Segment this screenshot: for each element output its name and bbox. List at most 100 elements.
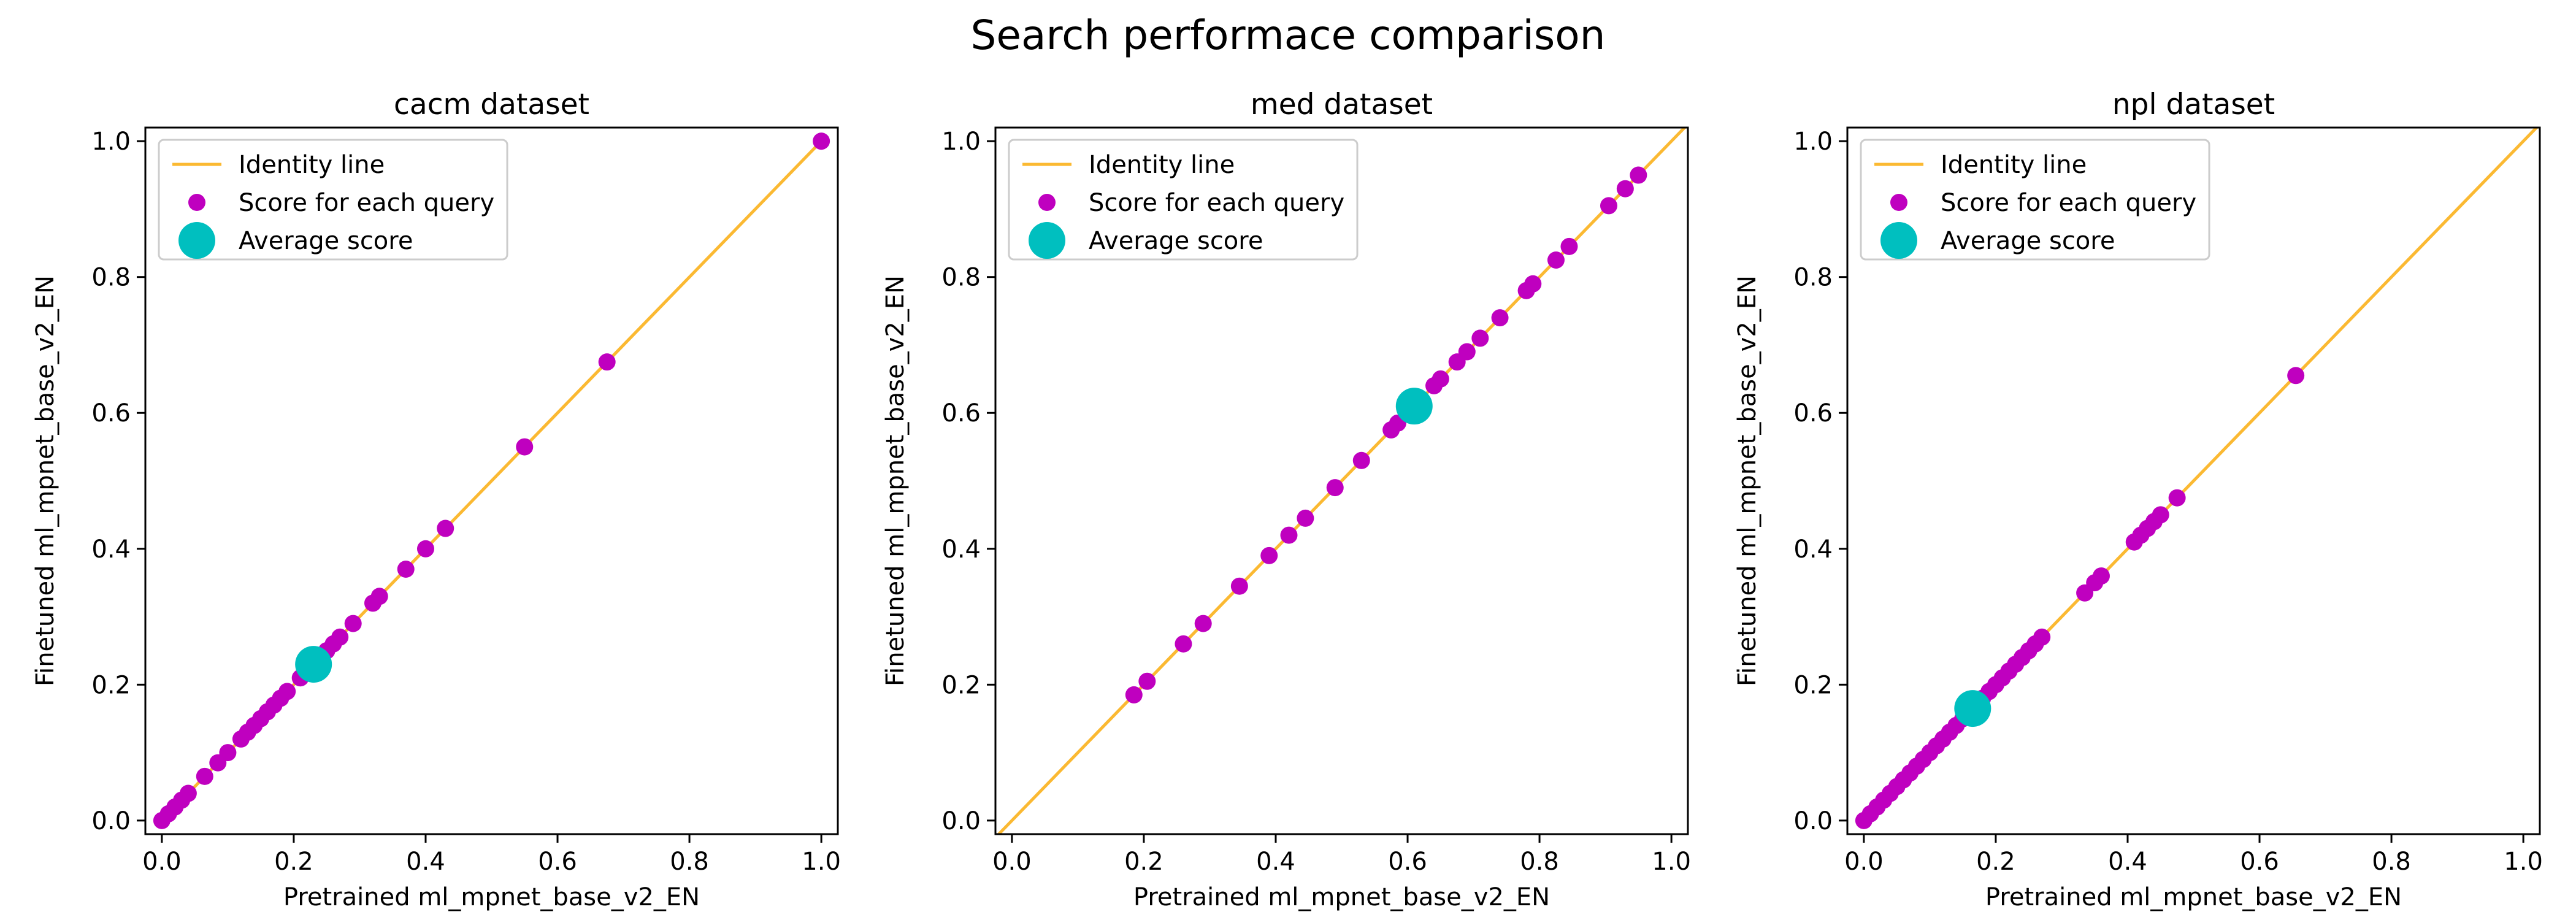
query-point (416, 540, 434, 558)
legend-query-swatch (1890, 194, 1907, 211)
query-point (1175, 635, 1192, 653)
y-tick-label: 0.0 (941, 807, 981, 835)
legend-label: Identity line (239, 151, 385, 179)
x-tick-label: 1.0 (2504, 848, 2543, 876)
legend-label: Average score (239, 227, 413, 255)
y-tick-label: 0.2 (1793, 671, 1833, 699)
x-tick-label: 0.2 (1124, 848, 1163, 876)
query-point (2168, 489, 2186, 507)
legend-box (158, 139, 508, 261)
query-point (598, 353, 616, 371)
legend: Identity line Score for each query Average… (1860, 139, 2210, 261)
x-tick-label: 0.6 (1388, 848, 1427, 876)
query-point (1471, 329, 1489, 347)
x-tick-label: 0.8 (2372, 848, 2411, 876)
subplot-title: cacm dataset (394, 88, 589, 121)
plot-area (1855, 128, 2539, 829)
query-point (331, 628, 349, 646)
query-point (1297, 509, 1314, 527)
query-point (2033, 628, 2051, 646)
query-point (179, 784, 197, 802)
query-point (1560, 237, 1578, 255)
subplot-0: cacm dataset 0.0 0.2 0.4 0.6 0.8 1.0 0.0 0.2 0.4 0… (31, 88, 841, 911)
figure-title: Search performace comparison (971, 12, 1606, 59)
legend: Identity line Score for each query Average… (158, 139, 508, 261)
x-tick-label: 0.4 (2108, 848, 2147, 876)
query-point (1491, 309, 1509, 327)
y-tick-label: 0.6 (1793, 399, 1833, 427)
query-point (219, 744, 237, 762)
legend: Identity line Score for each query Average… (1008, 139, 1359, 261)
query-point (1280, 526, 1298, 544)
query-point (516, 438, 534, 456)
y-tick-label: 1.0 (941, 128, 981, 156)
query-point (1260, 546, 1278, 564)
query-point (1616, 180, 1634, 197)
subplot-2: npl dataset 0.0 0.2 0.4 0.6 0.8 1.0 0.0 0.2 0.4 0.… (1733, 88, 2543, 911)
y-tick-label: 1.0 (1793, 128, 1833, 156)
x-tick-label: 1.0 (802, 848, 841, 876)
query-point (344, 615, 362, 632)
x-tick-label: 0.2 (274, 848, 313, 876)
subplot-title: med dataset (1251, 88, 1433, 121)
y-axis-label: Finetuned ml_mpnet_base_v2_EN (31, 275, 59, 686)
x-tick-label: 0.0 (1844, 848, 1884, 876)
y-axis-label: Finetuned ml_mpnet_base_v2_EN (1733, 275, 1761, 686)
x-tick-label: 0.6 (2240, 848, 2279, 876)
x-axis-label: Pretrained ml_mpnet_base_v2_EN (283, 883, 700, 911)
axes-frame (1846, 126, 2541, 835)
y-axis-label: Finetuned ml_mpnet_base_v2_EN (881, 275, 910, 686)
x-tick-label: 0.0 (142, 848, 182, 876)
legend-query-swatch (188, 194, 205, 211)
legend-query-swatch (1038, 194, 1056, 211)
subplot-title: npl dataset (2112, 88, 2275, 121)
average-point (1954, 690, 1991, 727)
x-tick-label: 0.8 (1520, 848, 1559, 876)
x-tick-label: 0.4 (1256, 848, 1295, 876)
x-axis-label: Pretrained ml_mpnet_base_v2_EN (1133, 883, 1550, 911)
y-tick-label: 0.0 (91, 807, 131, 835)
subplot-1: med dataset 0.0 0.2 0.4 0.6 0.8 1.0 0.0 0.2 0.4 0.… (881, 88, 1691, 911)
query-point (196, 767, 213, 785)
x-axis-label: Pretrained ml_mpnet_base_v2_EN (1985, 883, 2402, 911)
y-tick-label: 0.8 (941, 264, 981, 292)
x-tick-label: 1.0 (1652, 848, 1691, 876)
query-point (1600, 197, 1617, 215)
legend-average-swatch (178, 222, 215, 259)
legend-average-swatch (1029, 222, 1065, 259)
legend-label: Score for each query (1089, 189, 1344, 217)
x-tick-label: 0.4 (406, 848, 445, 876)
legend-label: Score for each query (1941, 189, 2196, 217)
average-point (295, 646, 332, 683)
x-tick-label: 0.8 (670, 848, 709, 876)
query-point (2092, 567, 2110, 585)
y-tick-label: 0.8 (1793, 264, 1833, 292)
plot-area (996, 128, 1687, 834)
query-point (1432, 370, 1449, 388)
query-point (370, 588, 388, 605)
x-tick-label: 0.2 (1976, 848, 2015, 876)
y-tick-label: 0.2 (941, 671, 981, 699)
y-tick-label: 1.0 (91, 128, 131, 156)
y-tick-label: 0.6 (91, 399, 131, 427)
y-tick-label: 0.4 (941, 535, 981, 564)
legend-box (1008, 139, 1359, 261)
query-point (2287, 367, 2305, 385)
x-tick-label: 0.0 (992, 848, 1032, 876)
y-tick-label: 0.0 (1793, 807, 1833, 835)
query-point (397, 561, 415, 578)
query-point (1326, 479, 1344, 497)
query-point (2152, 506, 2169, 524)
legend-label: Identity line (1089, 151, 1235, 179)
y-tick-label: 0.6 (941, 399, 981, 427)
x-tick-label: 0.6 (538, 848, 577, 876)
query-point (1230, 577, 1248, 595)
legend-label: Average score (1941, 227, 2115, 255)
subplots: cacm dataset 0.0 0.2 0.4 0.6 0.8 1.0 0.0 0.2 0.4 0… (31, 88, 2543, 911)
average-point (1395, 388, 1433, 425)
y-tick-label: 0.4 (91, 535, 131, 564)
legend-label: Identity line (1941, 151, 2087, 179)
y-tick-label: 0.8 (91, 264, 131, 292)
query-point (1194, 615, 1212, 632)
query-point (1125, 686, 1143, 703)
